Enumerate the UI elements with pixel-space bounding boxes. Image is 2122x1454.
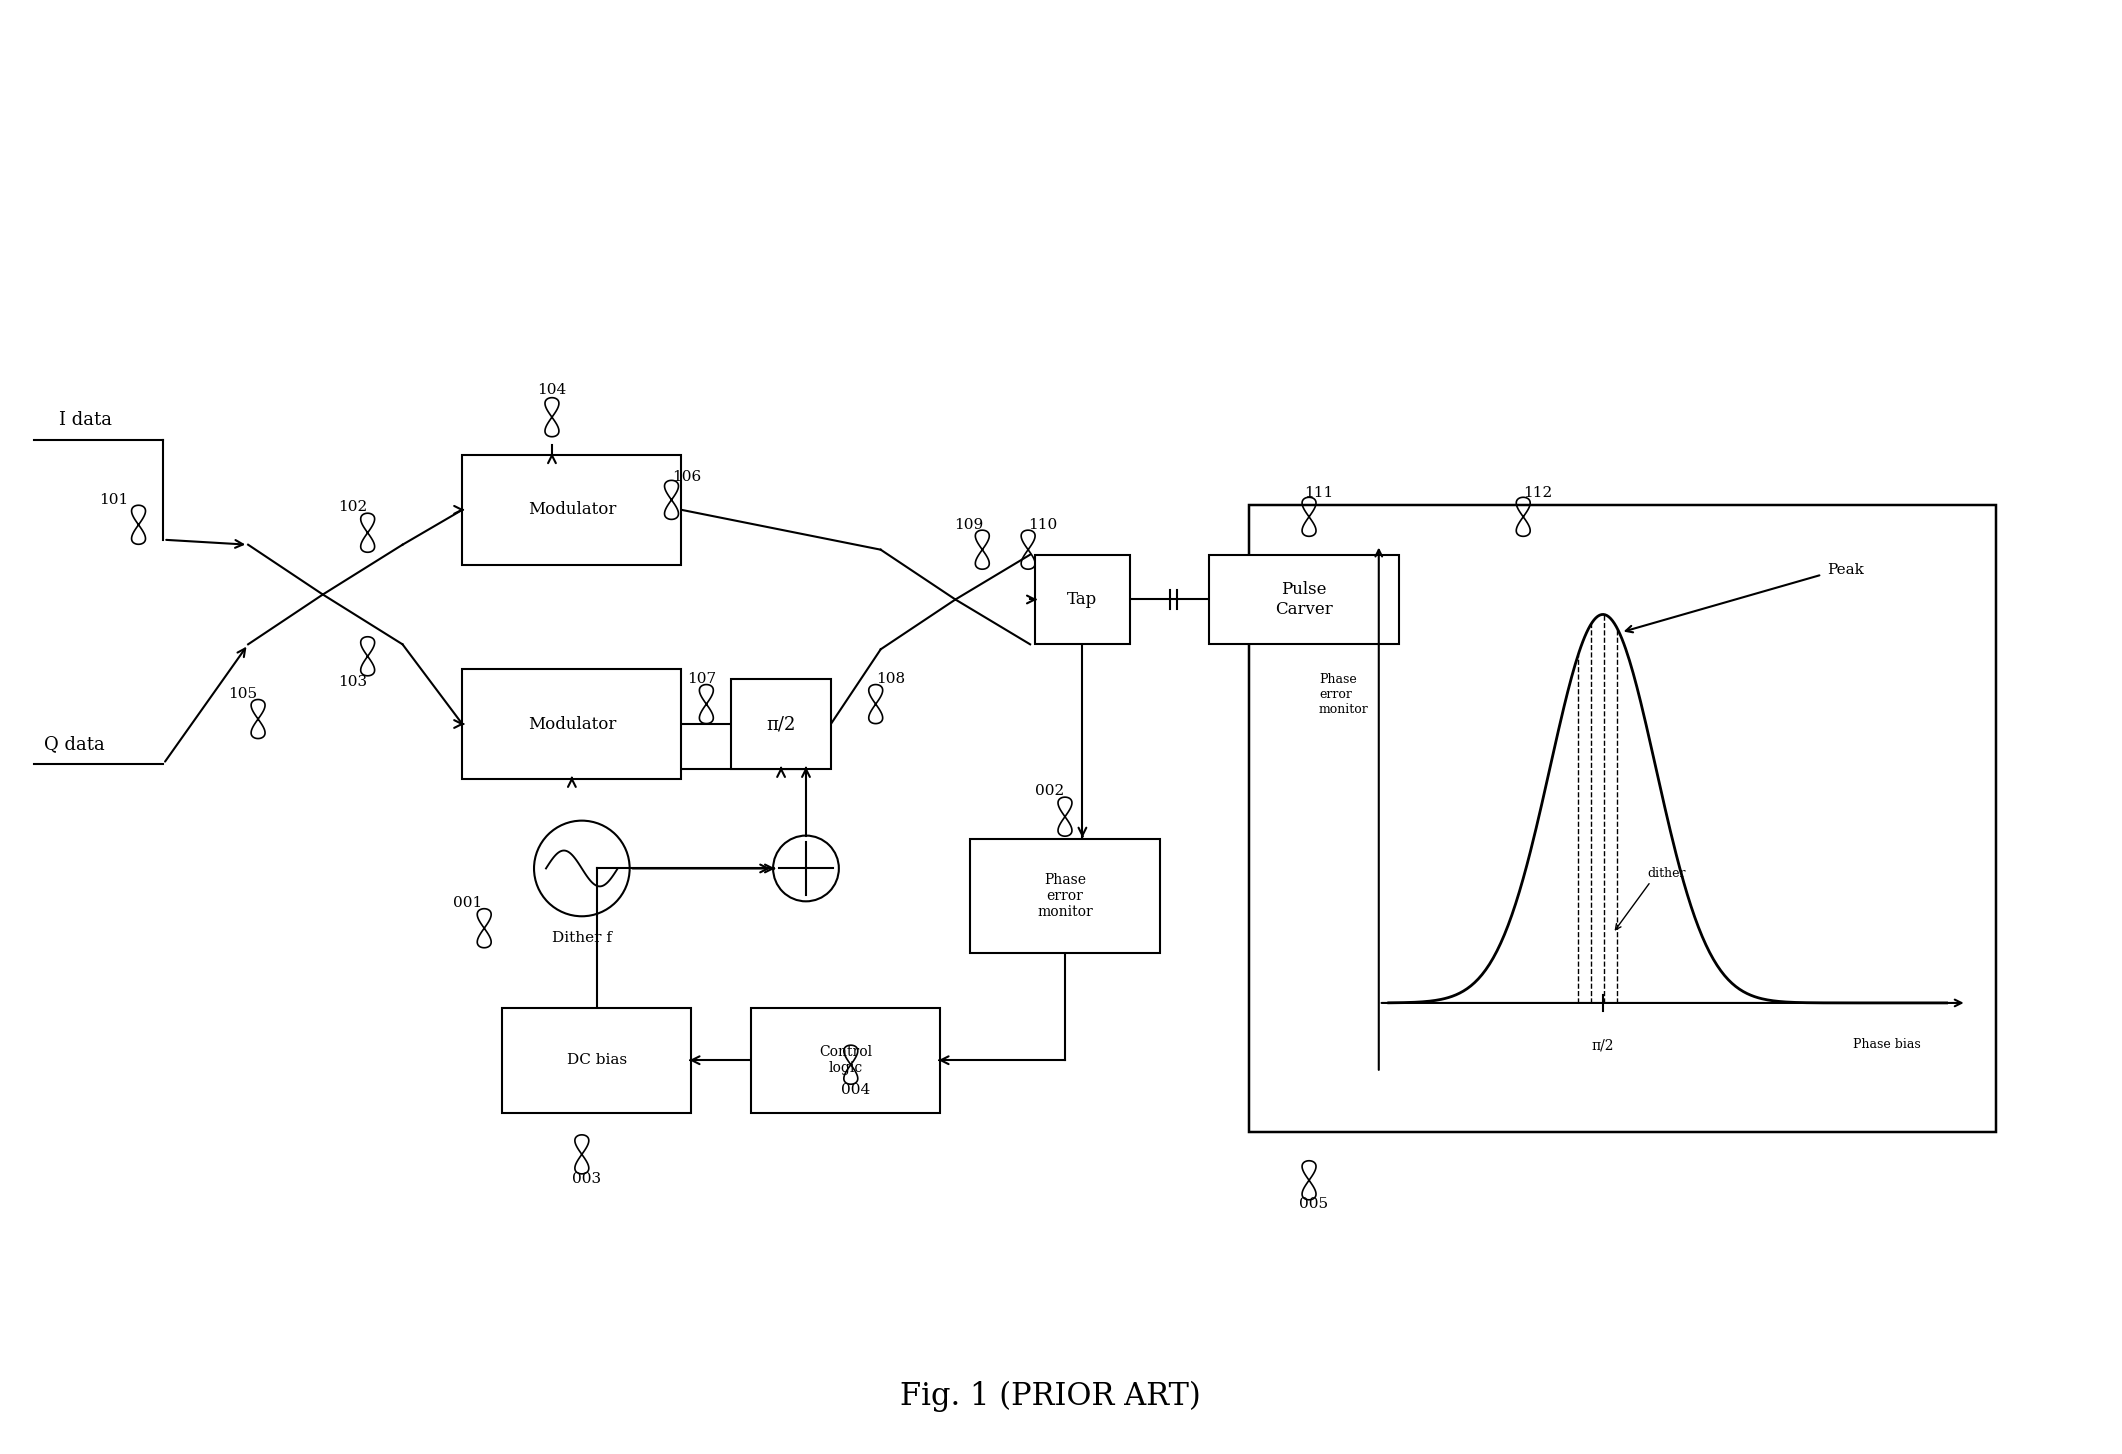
Text: 107: 107 <box>688 672 715 686</box>
Text: Tap: Tap <box>1067 590 1097 608</box>
Text: 002: 002 <box>1036 784 1065 798</box>
Text: 003: 003 <box>573 1172 601 1186</box>
Text: 004: 004 <box>840 1083 870 1096</box>
FancyBboxPatch shape <box>751 1008 940 1112</box>
Text: 112: 112 <box>1524 486 1553 500</box>
Text: Phase
error
monitor: Phase error monitor <box>1038 872 1093 919</box>
Text: 001: 001 <box>452 896 482 910</box>
FancyBboxPatch shape <box>1036 554 1129 644</box>
Text: 110: 110 <box>1029 518 1057 532</box>
FancyBboxPatch shape <box>1250 505 1997 1133</box>
Text: Pulse
Carver: Pulse Carver <box>1275 582 1333 618</box>
Text: 102: 102 <box>337 500 367 513</box>
FancyBboxPatch shape <box>503 1008 692 1112</box>
Text: 109: 109 <box>953 518 982 532</box>
Text: 104: 104 <box>537 384 567 397</box>
Text: π/2: π/2 <box>766 715 796 733</box>
Text: I data: I data <box>59 411 112 429</box>
Text: Dither f: Dither f <box>552 931 611 945</box>
FancyBboxPatch shape <box>1210 554 1398 644</box>
FancyBboxPatch shape <box>970 839 1159 954</box>
FancyBboxPatch shape <box>463 455 681 564</box>
Text: DC bias: DC bias <box>567 1053 626 1067</box>
Text: 106: 106 <box>673 470 700 484</box>
FancyBboxPatch shape <box>463 669 681 779</box>
Text: 111: 111 <box>1305 486 1333 500</box>
Text: 103: 103 <box>337 675 367 689</box>
Text: 005: 005 <box>1299 1197 1328 1211</box>
Text: dither: dither <box>1649 867 1687 880</box>
Text: 108: 108 <box>876 672 906 686</box>
Text: Modulator: Modulator <box>528 502 615 518</box>
Text: 101: 101 <box>100 493 127 507</box>
FancyBboxPatch shape <box>732 679 832 769</box>
Text: Fig. 1 (PRIOR ART): Fig. 1 (PRIOR ART) <box>900 1381 1201 1412</box>
Text: Control
logic: Control logic <box>819 1045 872 1076</box>
Text: 105: 105 <box>229 688 257 701</box>
Text: Phase
error
monitor: Phase error monitor <box>1320 673 1369 715</box>
Text: Modulator: Modulator <box>528 715 615 733</box>
Text: π/2: π/2 <box>1592 1038 1615 1053</box>
Text: Peak: Peak <box>1827 563 1863 577</box>
Text: Q data: Q data <box>45 734 104 753</box>
Text: Phase bias: Phase bias <box>1853 1038 1920 1051</box>
